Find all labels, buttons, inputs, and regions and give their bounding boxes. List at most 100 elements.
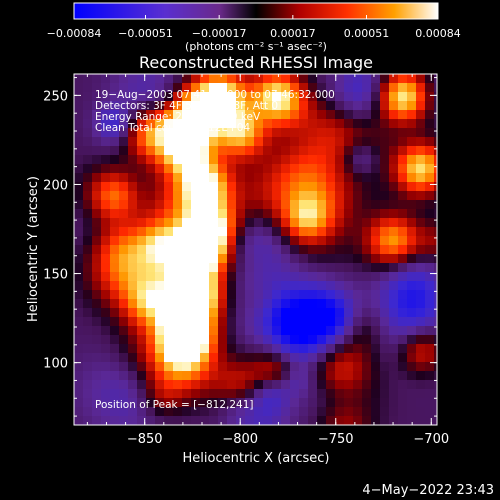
heatmap-cell: [371, 362, 381, 372]
heatmap-cell: [182, 353, 192, 363]
heatmap-cell: [119, 335, 129, 345]
heatmap-cell: [416, 101, 426, 111]
heatmap-cell: [326, 281, 336, 291]
heatmap-cell: [263, 209, 273, 219]
heatmap-cell: [218, 83, 228, 93]
heatmap-cell: [425, 407, 435, 417]
heatmap-cell: [155, 308, 165, 318]
heatmap-cell: [218, 110, 228, 120]
heatmap-cell: [146, 209, 156, 219]
heatmap-cell: [227, 92, 237, 102]
heatmap-cell: [236, 362, 246, 372]
heatmap-cell: [299, 137, 309, 147]
heatmap-cell: [317, 164, 327, 174]
heatmap-cells: [74, 74, 437, 425]
heatmap-cell: [200, 110, 210, 120]
heatmap-cell: [308, 407, 318, 417]
heatmap-cell: [200, 335, 210, 345]
heatmap-cell: [326, 182, 336, 192]
heatmap-cell: [353, 407, 363, 417]
heatmap-cell: [407, 137, 417, 147]
heatmap-cell: [263, 416, 273, 425]
heatmap-cell: [353, 110, 363, 120]
heatmap-cell: [299, 344, 309, 354]
heatmap-cell: [434, 407, 437, 417]
heatmap-cell: [362, 227, 372, 237]
heatmap-cell: [245, 83, 255, 93]
heatmap-cell: [263, 407, 273, 417]
heatmap-cell: [308, 389, 318, 399]
heatmap-cell: [164, 263, 174, 273]
heatmap-cell: [128, 344, 138, 354]
heatmap-cell: [290, 110, 300, 120]
heatmap-cell: [425, 182, 435, 192]
heatmap-cell: [263, 128, 273, 138]
heatmap-cell: [83, 308, 93, 318]
heatmap-cell: [434, 191, 437, 201]
heatmap-cell: [425, 263, 435, 273]
heatmap-cell: [236, 182, 246, 192]
heatmap-cell: [110, 200, 120, 210]
heatmap-cell: [155, 218, 165, 228]
heatmap-cell: [128, 263, 138, 273]
heatmap-cell: [344, 110, 354, 120]
heatmap-cell: [299, 128, 309, 138]
heatmap-cell: [245, 218, 255, 228]
heatmap-cell: [173, 209, 183, 219]
heatmap-cell: [200, 146, 210, 156]
info-annotations: 19−Aug−2003 07:41:40.000 to 07:46:32.000…: [95, 89, 335, 411]
heatmap-cell: [290, 191, 300, 201]
x-tick-label: −800: [222, 432, 258, 447]
heatmap-cell: [317, 137, 327, 147]
heatmap-cell: [209, 371, 219, 381]
heatmap-cell: [191, 209, 201, 219]
heatmap-cell: [416, 263, 426, 273]
heatmap-cell: [92, 83, 102, 93]
heatmap-cell: [155, 389, 165, 399]
heatmap-cell: [308, 218, 318, 228]
heatmap-cell: [272, 353, 282, 363]
heatmap-cell: [227, 74, 237, 84]
heatmap-cell: [317, 155, 327, 165]
heatmap-cell: [83, 407, 93, 417]
heatmap-cell: [155, 344, 165, 354]
heatmap-cell: [164, 182, 174, 192]
heatmap-cell: [191, 398, 201, 408]
heatmap-cell: [218, 137, 228, 147]
heatmap-cell: [146, 164, 156, 174]
heatmap-cell: [434, 182, 437, 192]
heatmap-cell: [245, 191, 255, 201]
heatmap-cell: [245, 146, 255, 156]
heatmap-cell: [389, 173, 399, 183]
heatmap-cell: [389, 227, 399, 237]
heatmap-cell: [200, 200, 210, 210]
heatmap-cell: [128, 173, 138, 183]
heatmap-cell: [245, 407, 255, 417]
heatmap-cell: [344, 245, 354, 255]
heatmap-cell: [272, 389, 282, 399]
heatmap-cell: [164, 380, 174, 390]
heatmap-cell: [407, 335, 417, 345]
heatmap-cell: [173, 74, 183, 84]
heatmap-cell: [425, 353, 435, 363]
heatmap-cell: [128, 371, 138, 381]
heatmap-cell: [326, 164, 336, 174]
heatmap-cell: [110, 74, 120, 84]
heatmap-cell: [218, 326, 228, 336]
heatmap-cell: [101, 245, 111, 255]
heatmap-cell: [380, 155, 390, 165]
heatmap-cell: [344, 218, 354, 228]
heatmap-cell: [209, 299, 219, 309]
heatmap-cell: [317, 128, 327, 138]
heatmap-cell: [281, 263, 291, 273]
heatmap-cell: [146, 245, 156, 255]
heatmap-cell: [200, 407, 210, 417]
heatmap-cell: [110, 299, 120, 309]
heatmap-cell: [353, 416, 363, 425]
heatmap-cell: [182, 74, 192, 84]
heatmap-cell: [290, 245, 300, 255]
heatmap-cell: [218, 380, 228, 390]
heatmap-cell: [218, 245, 228, 255]
heatmap-cell: [353, 182, 363, 192]
heatmap-cell: [362, 326, 372, 336]
